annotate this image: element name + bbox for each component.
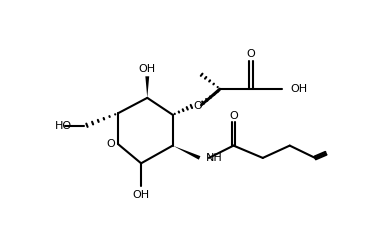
Text: O: O [229,111,238,121]
Text: OH: OH [290,84,307,94]
Polygon shape [145,76,149,98]
Text: HO: HO [55,121,72,131]
Text: OH: OH [132,190,150,200]
Polygon shape [173,146,201,160]
Text: O: O [106,139,115,149]
Text: O: O [194,101,202,111]
Text: OH: OH [139,64,156,74]
Text: NH: NH [206,153,222,163]
Text: O: O [247,49,256,59]
